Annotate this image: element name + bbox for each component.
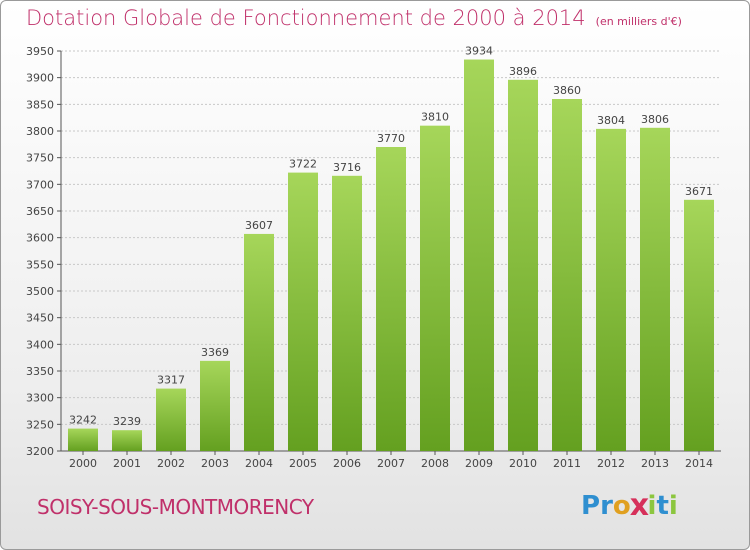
logo-letter: i	[647, 491, 657, 521]
x-tick-label-2013: 2013	[641, 457, 669, 470]
value-label-2005: 3722	[289, 158, 317, 171]
bar-2012	[596, 128, 626, 451]
y-tick-label: 3650	[26, 205, 54, 218]
y-tick-label: 3250	[26, 418, 54, 431]
bar-2006	[332, 175, 362, 452]
proxiti-logo: Proxiti	[581, 488, 678, 524]
x-tick-label-2002: 2002	[157, 457, 185, 470]
chart-title-block: Dotation Globale de Fonctionnement de 20…	[26, 6, 682, 30]
y-tick-label: 3800	[26, 125, 54, 138]
y-tick-label: 3550	[26, 258, 54, 271]
x-tick-label-2000: 2000	[69, 457, 97, 470]
y-tick-label: 3400	[26, 338, 54, 351]
x-tick-label-2012: 2012	[597, 457, 625, 470]
bar-2009	[464, 59, 494, 452]
value-label-2010: 3896	[509, 65, 537, 78]
bars	[68, 59, 714, 452]
bar-2002	[156, 388, 186, 451]
bar-2003	[200, 360, 230, 451]
x-tick-label-2001: 2001	[113, 457, 141, 470]
bar-2001	[112, 430, 142, 451]
value-label-2012: 3804	[597, 114, 625, 127]
x-tick-label-2008: 2008	[421, 457, 449, 470]
value-label-2009: 3934	[465, 45, 493, 58]
x-tick-label-2006: 2006	[333, 457, 361, 470]
value-label-2014: 3671	[685, 185, 713, 198]
bar-2007	[376, 147, 406, 451]
value-label-2007: 3770	[377, 132, 405, 145]
x-tick-label-2003: 2003	[201, 457, 229, 470]
y-tick-label: 3500	[26, 285, 54, 298]
bar-2011	[552, 99, 582, 451]
value-label-2006: 3716	[333, 161, 361, 174]
y-tick-label: 3700	[26, 178, 54, 191]
y-tick-label: 3200	[26, 445, 54, 458]
bar-2010	[508, 79, 538, 452]
x-tick-label-2009: 2009	[465, 457, 493, 470]
axes: 3200 3250 3300 3350 3400 3450 3500 3550 3600 3650…	[26, 45, 721, 470]
x-tick-label-2004: 2004	[245, 457, 273, 470]
y-tick-label: 3900	[26, 72, 54, 85]
logo-letter: P	[581, 491, 601, 521]
value-label-2008: 3810	[421, 111, 449, 124]
logo-letter: t	[656, 491, 669, 521]
value-label-2004: 3607	[245, 219, 273, 232]
y-tick-label: 3350	[26, 365, 54, 378]
y-tick-label: 3600	[26, 232, 54, 245]
value-label-2003: 3369	[201, 346, 229, 359]
bar-2013	[640, 127, 670, 452]
value-label-2000: 3242	[69, 414, 97, 427]
data-labels: 3242 3239 3317 3369 3607 3722 3716 3770 3810 3934…	[69, 45, 713, 429]
x-tick-label-2014: 2014	[685, 457, 713, 470]
bar-2014	[684, 199, 714, 451]
bar-2005	[288, 172, 318, 451]
bar-2000	[68, 428, 98, 451]
logo-letter: r	[600, 491, 613, 521]
value-label-2013: 3806	[641, 113, 669, 126]
value-label-2011: 3860	[553, 84, 581, 97]
y-tick-label: 3750	[26, 152, 54, 165]
x-tick-label-2010: 2010	[509, 457, 537, 470]
x-tick-label-2011: 2011	[553, 457, 581, 470]
y-tick-label: 3950	[26, 45, 54, 58]
value-label-2002: 3317	[157, 374, 185, 387]
chart-title: Dotation Globale de Fonctionnement de 20…	[26, 6, 586, 30]
y-tick-label: 3450	[26, 312, 54, 325]
y-tick-label: 3300	[26, 392, 54, 405]
logo-letter: o	[612, 491, 631, 521]
x-tick-label-2005: 2005	[289, 457, 317, 470]
bar-2008	[420, 125, 450, 452]
x-tick-label-2007: 2007	[377, 457, 405, 470]
unit-note: (en milliers d'€)	[595, 15, 682, 28]
logo-letter: x	[629, 488, 649, 524]
commune-name: SOISY-SOUS-MONTMORENCY	[37, 495, 314, 519]
y-tick-label: 3850	[26, 98, 54, 111]
logo-letter: i	[668, 491, 678, 521]
bar-2004	[244, 233, 274, 451]
value-label-2001: 3239	[113, 415, 141, 428]
